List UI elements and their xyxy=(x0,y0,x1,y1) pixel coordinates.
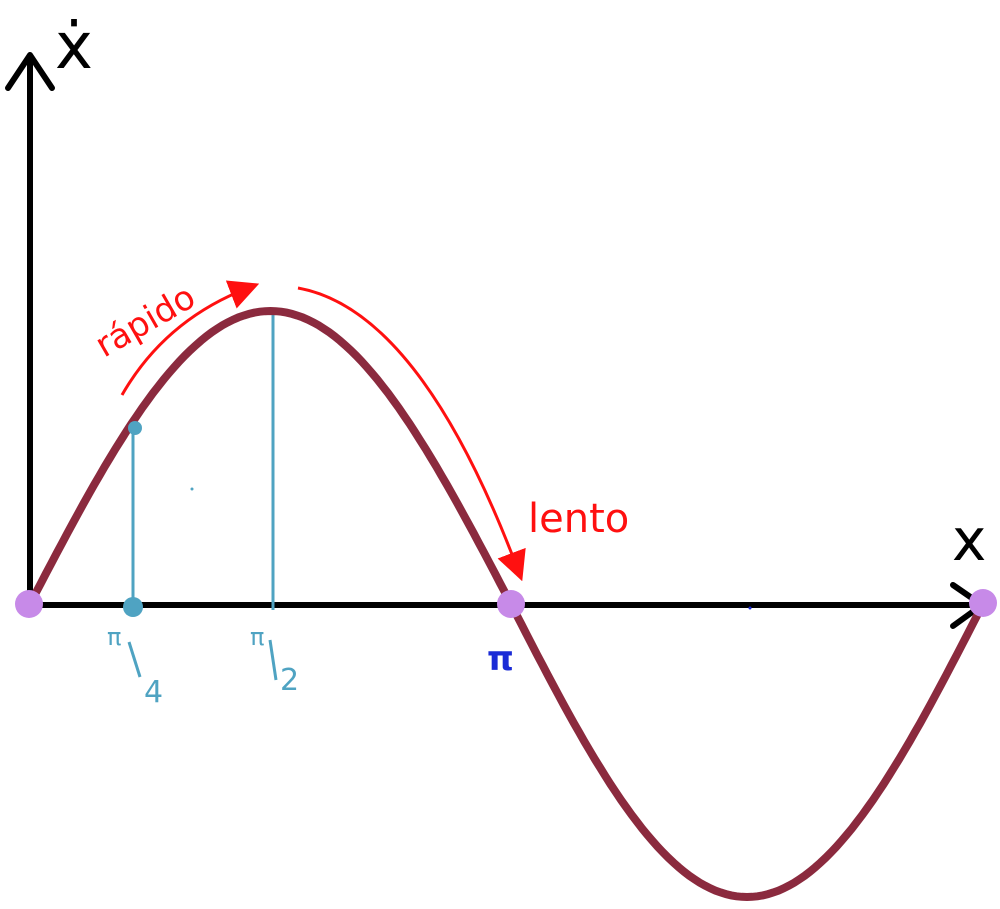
tick-label-pi-over-2: π 2 xyxy=(250,623,299,698)
tick-pi-over-2-slash xyxy=(268,639,278,681)
slow-annotation: lento xyxy=(528,496,629,542)
fixed-point-2pi xyxy=(969,589,997,617)
fast-arrow xyxy=(120,280,260,396)
tick-label-pi: π xyxy=(487,639,514,679)
tick-pi-over-4-denominator: 4 xyxy=(144,675,163,710)
tick-pi-over-4-numerator: π xyxy=(107,623,121,651)
stray-dot-blue xyxy=(748,606,752,610)
stray-dot xyxy=(190,487,194,491)
pi-over-4-curve-dot xyxy=(128,421,142,435)
pi-over-4-axis-dot xyxy=(123,597,143,617)
fixed-point-0 xyxy=(15,590,43,618)
tick-pi-over-2-denominator: 2 xyxy=(280,663,299,698)
x-axis-label: x xyxy=(952,506,986,574)
tick-pi-over-4-slash xyxy=(127,641,142,678)
slow-arrow xyxy=(297,286,526,582)
tick-label-pi-over-4: π 4 xyxy=(107,623,163,710)
y-axis-label: ẋ xyxy=(55,10,93,84)
y-axis-arrowhead xyxy=(5,52,55,91)
fixed-point-pi xyxy=(497,590,525,618)
tick-pi-over-2-numerator: π xyxy=(250,623,264,651)
